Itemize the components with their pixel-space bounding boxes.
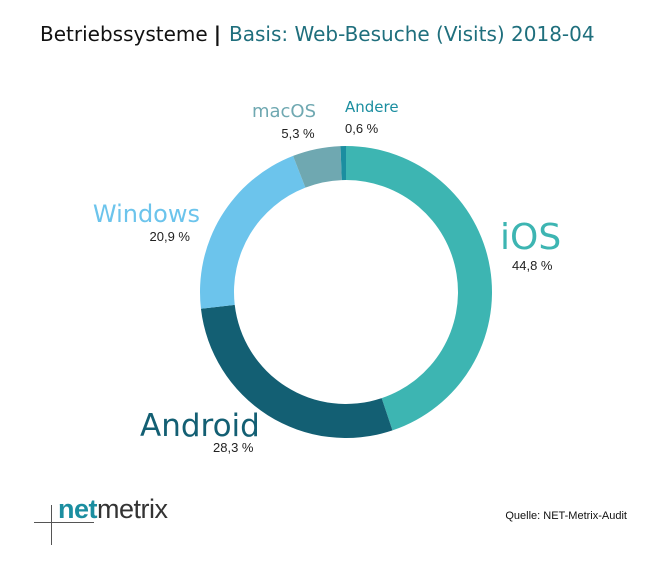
label-name-android: Android (140, 408, 260, 444)
slice-android (200, 304, 393, 438)
chart-title: Betriebssysteme | Basis: Web-Besuche (Visi… (40, 22, 595, 46)
title-separator: | (213, 22, 221, 46)
label-value-andere: 0,6 % (345, 121, 379, 136)
slice-andere (340, 146, 346, 181)
title-prefix: Betriebssysteme (40, 22, 208, 46)
label-value-macos: 5,3 % (281, 126, 315, 141)
logo-net: net (58, 494, 98, 524)
label-value-ios: 44,8 % (512, 258, 553, 273)
label-value-android: 28,3 % (213, 440, 254, 455)
label-name-andere: Andere (345, 98, 399, 116)
logo-metrix: metrix (97, 494, 168, 524)
title-basis: Basis: Web-Besuche (Visits) 2018-04 (229, 22, 595, 46)
label-name-macos: macOS (252, 101, 316, 122)
slice-ios (346, 146, 492, 431)
logo-crosshair-horizontal (34, 522, 94, 523)
source-note: Quelle: NET-Metrix-Audit (505, 510, 627, 522)
label-name-windows: Windows (93, 200, 200, 228)
label-name-ios: iOS (500, 217, 561, 258)
slice-windows (199, 155, 306, 309)
netmetrix-logo: netmetrix (58, 494, 168, 525)
label-value-windows: 20,9 % (150, 229, 191, 244)
slice-macos (293, 146, 342, 188)
logo-crosshair-vertical (51, 505, 52, 545)
donut-slices (199, 146, 492, 438)
